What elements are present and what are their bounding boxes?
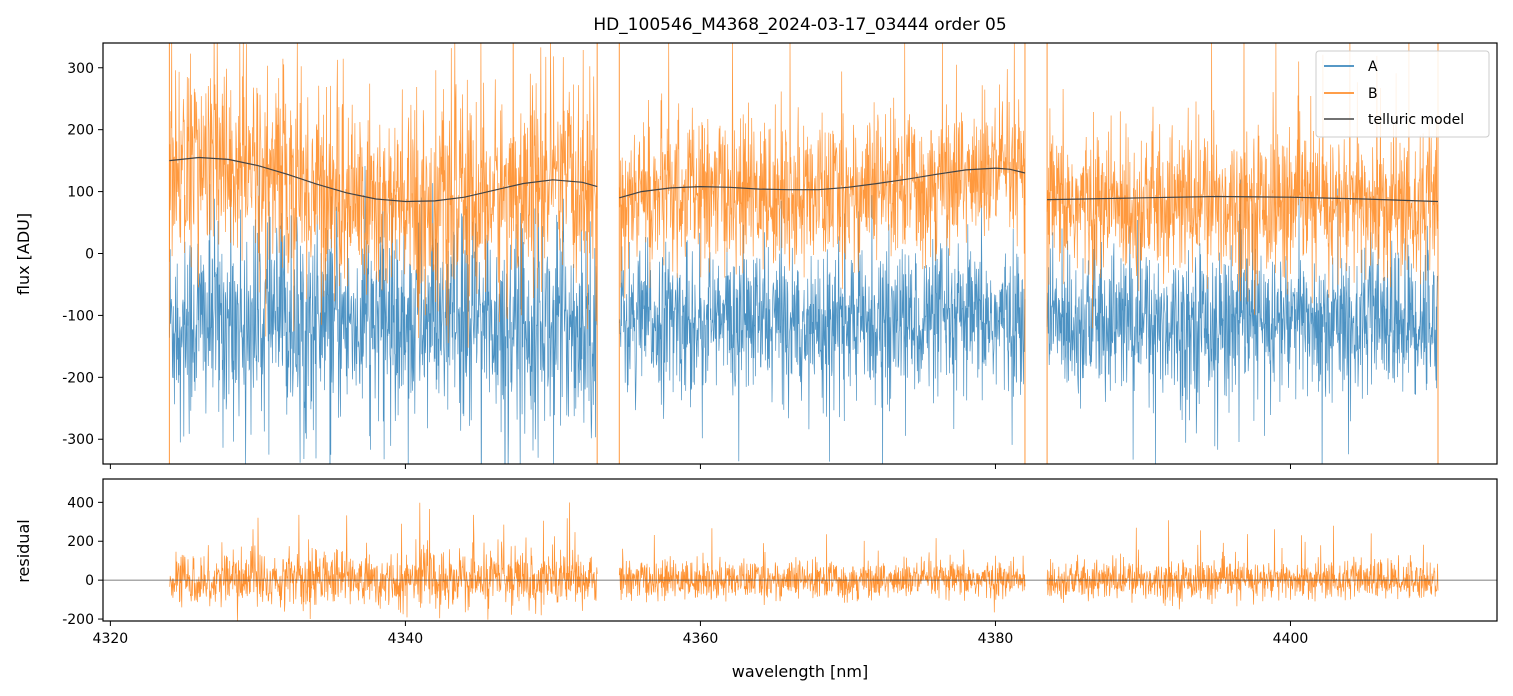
flux-ytick-label-0: 0 <box>85 247 94 263</box>
series-b-line <box>168 43 1439 464</box>
residual-y-axis-label: residual <box>14 519 33 582</box>
telluric-model-line <box>169 156 1439 203</box>
residual-ytick-label--200: -200 <box>62 612 94 628</box>
residual-path <box>169 502 1439 621</box>
flux-ytick-label--200: -200 <box>62 370 94 386</box>
residual-ytick-label-200: 200 <box>67 534 94 550</box>
flux-y-ticks: -300 -200 -100 0 100 200 300 <box>62 61 103 448</box>
x-axis-label: wavelength [nm] <box>732 662 869 681</box>
residual-panel-frame <box>102 478 1498 622</box>
series-a-path <box>169 165 1439 464</box>
residual-ytick-label-400: 400 <box>67 495 94 511</box>
legend-label-b: B <box>1368 86 1378 102</box>
residual-x-ticks: 4320 4340 4360 4380 4400 <box>93 621 1309 647</box>
flux-ytick-label--100: -100 <box>62 308 94 324</box>
legend-label-telluric: telluric model <box>1368 112 1464 128</box>
residual-panel: -200 0 200 400 4320 4340 4360 4380 4400 residua… <box>14 478 1498 681</box>
flux-panel-frame <box>102 42 1498 465</box>
flux-ytick-label-200: 200 <box>67 123 94 139</box>
flux-x-ticks <box>109 464 1291 469</box>
chart-title: HD_100546_M4368_2024-03-17_03444 order 0… <box>593 15 1006 35</box>
legend-box <box>1315 50 1490 138</box>
residual-xtick-label-4340: 4340 <box>388 631 424 647</box>
telluric-segment-0 <box>169 156 598 203</box>
residual-line <box>169 502 1439 621</box>
residual-ytick-label-0: 0 <box>85 573 94 589</box>
flux-y-axis-label: flux [ADU] <box>14 213 33 295</box>
flux-ytick-label-300: 300 <box>67 61 94 77</box>
telluric-segment-1 <box>619 167 1026 199</box>
flux-panel: -300 -200 -100 0 100 200 300 flux [ADU] A B te… <box>14 42 1498 469</box>
flux-ytick-label-100: 100 <box>67 185 94 201</box>
legend-label-a: A <box>1368 59 1378 75</box>
residual-xtick-label-4380: 4380 <box>978 631 1014 647</box>
telluric-segment-2 <box>1047 195 1439 203</box>
legend: A B telluric model <box>1315 50 1490 138</box>
flux-ytick-label--300: -300 <box>62 432 94 448</box>
residual-y-ticks: -200 0 200 400 <box>62 495 103 628</box>
residual-xtick-label-4320: 4320 <box>93 631 129 647</box>
series-a-line <box>169 165 1439 464</box>
residual-xtick-label-4360: 4360 <box>683 631 719 647</box>
residual-xtick-label-4400: 4400 <box>1273 631 1309 647</box>
series-b-path <box>169 43 1439 348</box>
